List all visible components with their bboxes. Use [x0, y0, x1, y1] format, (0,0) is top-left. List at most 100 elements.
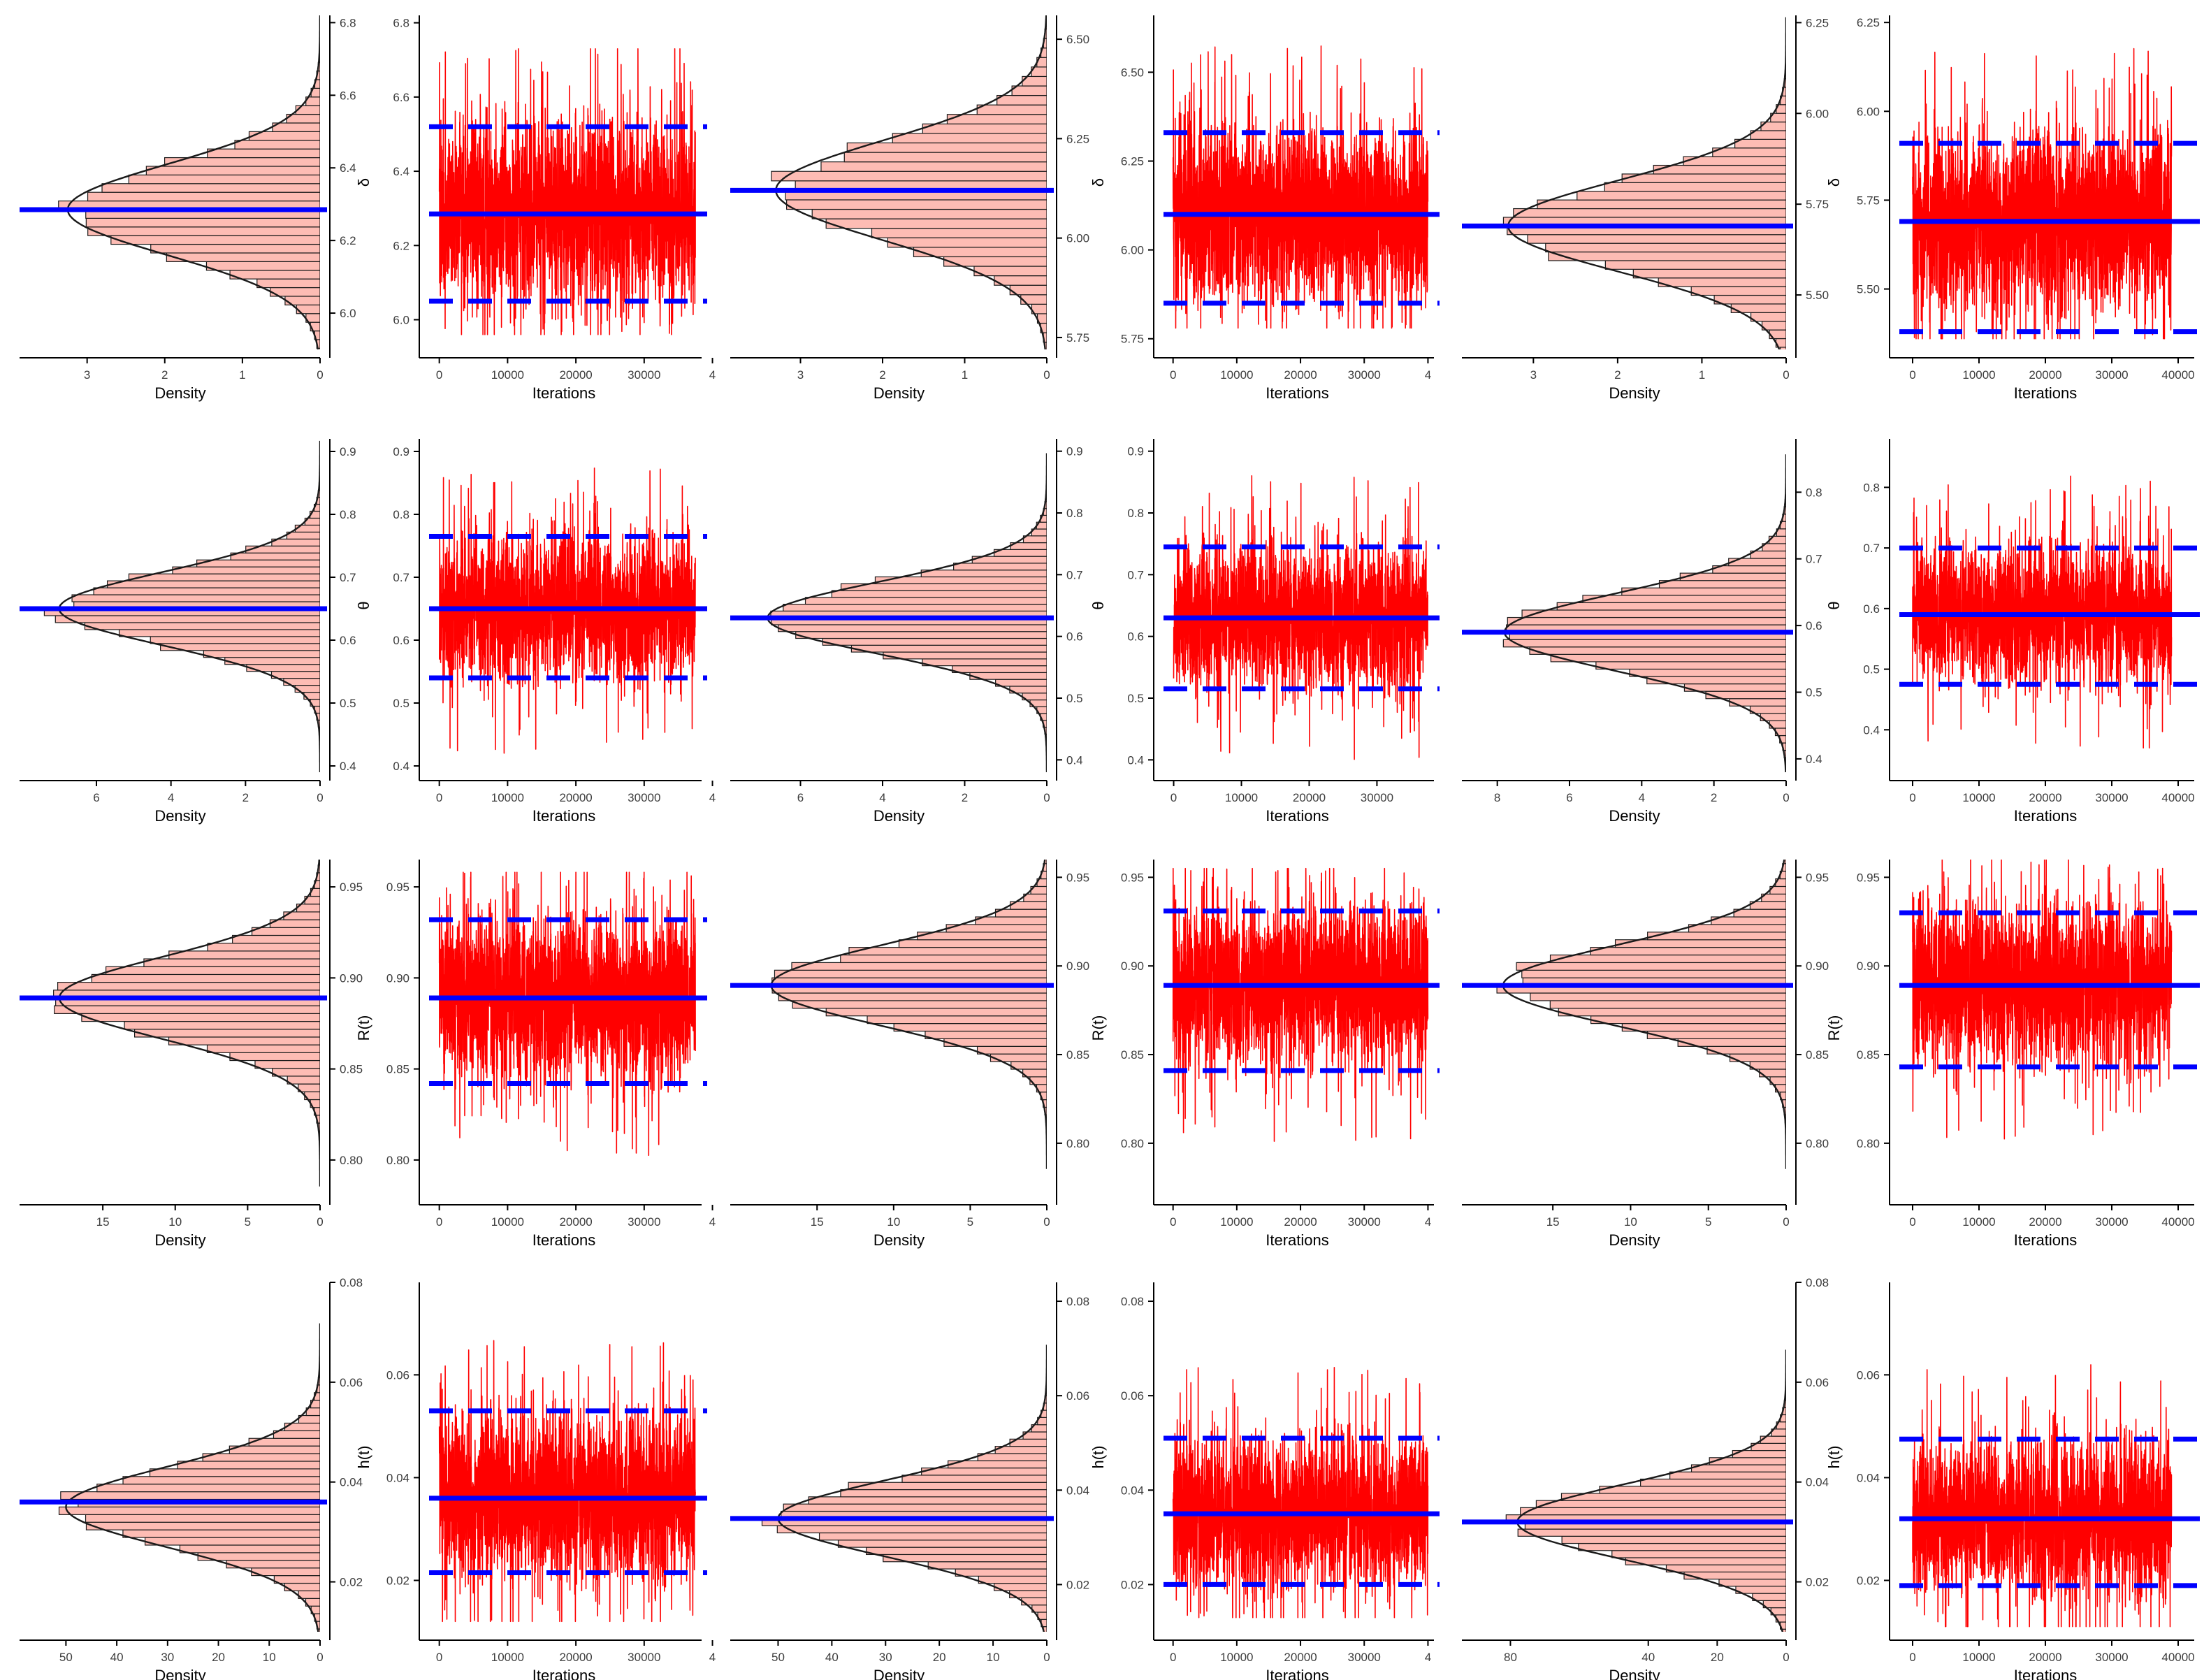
- histogram-bar: [843, 152, 1047, 163]
- histogram-bar: [822, 637, 1047, 646]
- y-tick-label: 0.02: [1806, 1576, 1829, 1589]
- x-tick-label: 40000: [2161, 1651, 2194, 1664]
- histogram-bar: [1621, 1023, 1786, 1032]
- x-tick-label: 20000: [559, 1215, 592, 1229]
- panel-r3-c6: 0.80 0.85 0.90 0.95 0 10000 20000 30000 40000 Ite…: [1825, 860, 2200, 1249]
- histogram-bar: [898, 939, 1047, 948]
- x-tick-label: 15: [1546, 1215, 1560, 1229]
- plot-area: [1172, 45, 1429, 329]
- y-tick-label: 0.95: [386, 881, 409, 894]
- histogram-bar: [1688, 924, 1786, 933]
- histogram-bar: [783, 1503, 1047, 1512]
- histogram-bar: [84, 622, 320, 630]
- panel-r3-c1: 15 10 5 0 0.80 0.85 0.90 0.95 Density: [20, 849, 363, 1249]
- histogram-bar: [1046, 841, 1047, 848]
- histogram-bar: [203, 650, 320, 658]
- x-axis-title: Density: [1609, 807, 1660, 825]
- histogram-bar: [1530, 992, 1786, 1001]
- histogram-bar: [850, 644, 1047, 653]
- histogram-bar: [118, 629, 320, 637]
- y-tick-label: 0.6: [1806, 619, 1822, 632]
- histogram-bar: [298, 1414, 320, 1424]
- y-tick-label: 0.80: [1121, 1137, 1144, 1150]
- y-tick-label: 0.80: [340, 1154, 363, 1167]
- y-tick-label: 0.8: [1066, 507, 1083, 520]
- y-tick-label: 5.75: [1806, 198, 1829, 211]
- histogram-bar: [1779, 347, 1786, 349]
- y-tick-label: 0.90: [1806, 960, 1829, 973]
- histogram-bar: [866, 1547, 1047, 1556]
- histogram-bar: [150, 243, 320, 254]
- histogram-bar: [1548, 251, 1786, 261]
- histogram-bar: [226, 1560, 320, 1569]
- histogram-bar: [1527, 234, 1786, 244]
- x-tick-label: 20000: [559, 368, 592, 382]
- histogram-bar: [87, 226, 320, 236]
- panel-r2-c2: 0.4 0.5 0.6 0.7 0.8 0.9 0 10000 20000 30000 4 Itera…: [355, 439, 716, 825]
- histogram-bar: [93, 587, 320, 595]
- x-tick-label: 4: [1425, 1215, 1431, 1229]
- y-tick-label: 0.6: [1863, 602, 1880, 616]
- histogram-bar: [1582, 595, 1786, 604]
- histogram-bar: [144, 1537, 320, 1546]
- x-axis-title: Iterations: [1266, 384, 1329, 402]
- y-tick-label: 0.06: [1066, 1389, 1089, 1403]
- histogram-bar: [1665, 1564, 1786, 1573]
- panel-r3-c3: 15 10 5 0 0.80 0.85 0.90 0.95 Density: [730, 841, 1089, 1249]
- histogram-bar: [319, 849, 320, 857]
- histogram-bar: [1521, 969, 1786, 978]
- histogram-bar: [1549, 954, 1786, 964]
- x-tick-label: 10000: [1962, 368, 1995, 382]
- plot-area: [43, 440, 320, 772]
- histogram-bar: [1683, 683, 1786, 692]
- y-tick-label: 0.04: [340, 1476, 363, 1489]
- histogram-bars: [1496, 860, 1786, 1154]
- x-tick-label: 2: [1711, 791, 1717, 804]
- x-tick-label: 4: [709, 791, 716, 804]
- histogram-bar: [955, 1568, 1047, 1577]
- histogram-bar: [786, 199, 1047, 210]
- histogram-bar: [150, 636, 320, 644]
- histogram-bars: [1502, 469, 1786, 772]
- histogram-bar: [145, 166, 320, 175]
- histogram-bar: [1690, 1464, 1786, 1472]
- x-tick-label: 4: [879, 791, 885, 804]
- x-tick-label: 0: [1909, 1215, 1915, 1229]
- histogram-bar: [901, 1475, 1047, 1483]
- histogram-bar: [1749, 901, 1786, 910]
- histogram-bar: [1549, 1000, 1786, 1009]
- y-tick-label: 0.85: [386, 1063, 409, 1076]
- histogram-bar: [1750, 1442, 1786, 1451]
- x-tick-label: 10000: [1220, 1651, 1253, 1664]
- panel-r1-c6: 5.50 5.75 6.00 6.25 0 10000 20000 30000 40000 Ite…: [1825, 15, 2200, 402]
- x-axis-title: Iterations: [1266, 1231, 1329, 1249]
- x-tick-label: 20000: [1284, 1215, 1317, 1229]
- histogram-bar: [1022, 535, 1047, 544]
- histogram-bar: [792, 1000, 1047, 1009]
- histogram-bar: [993, 549, 1047, 557]
- panel-r2-c3: 6 4 2 0 0.4 0.5 0.6 0.7 0.8 0.9 Density: [730, 439, 1083, 825]
- histogram-bar: [1516, 962, 1786, 971]
- x-tick-label: 0: [1170, 791, 1177, 804]
- x-tick-label: 30000: [628, 1651, 660, 1664]
- histogram-bar: [840, 954, 1047, 964]
- histogram-bar: [1599, 1486, 1786, 1494]
- histogram-bar: [778, 624, 1047, 632]
- x-tick-label: 30000: [628, 791, 660, 804]
- histogram-bar: [1711, 916, 1786, 925]
- x-tick-label: 40000: [2161, 791, 2194, 804]
- x-axis-title: Iterations: [532, 1231, 596, 1249]
- histogram-bars: [53, 849, 320, 1171]
- y-tick-label: 0.02: [1121, 1578, 1144, 1591]
- histogram-bar: [820, 161, 1047, 172]
- histogram-bar: [994, 908, 1047, 918]
- histogram-bar: [1750, 550, 1786, 559]
- histogram-bar: [1712, 565, 1786, 574]
- histogram-bar: [85, 1521, 320, 1530]
- x-tick-label: 6: [93, 791, 99, 804]
- x-axis-title: Density: [873, 384, 925, 402]
- histogram-bar: [925, 1030, 1047, 1039]
- y-tick-label: 0.08: [1806, 1276, 1829, 1289]
- histogram-bar: [871, 228, 1047, 238]
